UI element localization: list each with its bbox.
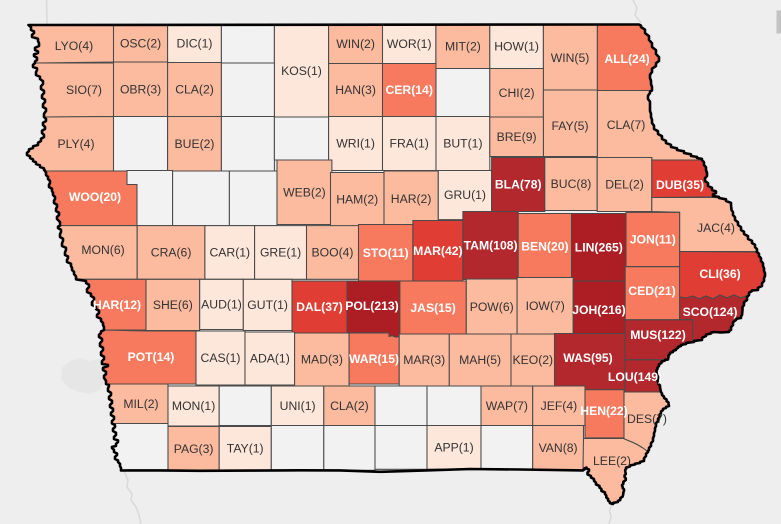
- svg-text:HEN(22): HEN(22): [580, 404, 627, 418]
- svg-text:DIC(1): DIC(1): [177, 37, 213, 51]
- svg-text:JAS(15): JAS(15): [410, 301, 455, 315]
- svg-text:MIL(2): MIL(2): [123, 397, 158, 411]
- svg-text:GRU(1): GRU(1): [444, 188, 486, 202]
- svg-text:DUB(35): DUB(35): [656, 178, 704, 192]
- svg-text:HAR(12): HAR(12): [93, 298, 141, 312]
- svg-text:WIN(2): WIN(2): [336, 37, 375, 51]
- svg-text:WAP(7): WAP(7): [486, 399, 528, 413]
- svg-text:CLA(2): CLA(2): [330, 399, 369, 413]
- svg-text:JOH(216): JOH(216): [572, 303, 626, 317]
- svg-text:BUC(8): BUC(8): [551, 177, 592, 191]
- svg-text:CLA(2): CLA(2): [175, 83, 214, 97]
- svg-text:POW(6): POW(6): [470, 300, 514, 314]
- svg-text:MUS(122): MUS(122): [630, 328, 686, 342]
- svg-text:AUD(1): AUD(1): [201, 298, 242, 312]
- svg-text:CAS(1): CAS(1): [201, 351, 241, 365]
- svg-text:CAR(1): CAR(1): [209, 246, 250, 260]
- svg-text:CED(21): CED(21): [628, 284, 675, 298]
- svg-text:TAY(1): TAY(1): [227, 442, 264, 456]
- svg-text:POL(213): POL(213): [345, 299, 399, 313]
- svg-text:CLI(36): CLI(36): [699, 267, 740, 281]
- svg-text:GRE(1): GRE(1): [260, 246, 301, 260]
- svg-text:HOW(1): HOW(1): [494, 40, 539, 54]
- svg-text:MAD(3): MAD(3): [301, 353, 343, 367]
- svg-text:WRI(1): WRI(1): [336, 137, 375, 151]
- svg-text:JON(11): JON(11): [630, 233, 676, 247]
- svg-text:BUT(1): BUT(1): [443, 137, 482, 151]
- svg-text:POT(14): POT(14): [128, 350, 175, 364]
- svg-text:WAR(15): WAR(15): [349, 352, 399, 366]
- svg-text:SIO(7): SIO(7): [66, 83, 102, 97]
- svg-text:KEO(2): KEO(2): [512, 353, 553, 367]
- svg-text:LYO(4): LYO(4): [55, 39, 93, 53]
- svg-text:OSC(2): OSC(2): [120, 37, 161, 51]
- svg-text:DAL(37): DAL(37): [296, 300, 343, 314]
- svg-text:OBR(3): OBR(3): [120, 83, 161, 97]
- svg-text:FRA(1): FRA(1): [390, 137, 429, 151]
- svg-text:DEL(2): DEL(2): [605, 178, 644, 192]
- svg-text:STO(11): STO(11): [363, 246, 409, 260]
- svg-text:MAR(3): MAR(3): [403, 353, 445, 367]
- svg-text:KOS(1): KOS(1): [281, 64, 322, 78]
- svg-text:TAM(108): TAM(108): [464, 239, 518, 253]
- svg-text:APP(1): APP(1): [434, 441, 473, 455]
- svg-text:SCO(124): SCO(124): [683, 305, 738, 319]
- svg-text:PAG(3): PAG(3): [174, 442, 214, 456]
- svg-text:BRE(9): BRE(9): [497, 130, 537, 144]
- svg-text:CRA(6): CRA(6): [151, 246, 192, 260]
- svg-text:MAR(42): MAR(42): [413, 244, 462, 258]
- svg-text:CLA(7): CLA(7): [607, 118, 646, 132]
- svg-text:LIN(265): LIN(265): [575, 240, 623, 254]
- svg-text:FAY(5): FAY(5): [551, 119, 588, 133]
- svg-text:WIN(5): WIN(5): [551, 51, 590, 65]
- svg-text:JEF(4): JEF(4): [541, 399, 578, 413]
- svg-text:SHE(6): SHE(6): [153, 298, 193, 312]
- svg-text:MON(1): MON(1): [172, 399, 215, 413]
- svg-text:MON(6): MON(6): [81, 243, 124, 257]
- svg-text:ALL(24): ALL(24): [604, 52, 649, 66]
- svg-text:MIT(2): MIT(2): [445, 40, 481, 54]
- svg-text:BLA(78): BLA(78): [495, 178, 542, 192]
- svg-text:HAR(2): HAR(2): [391, 192, 432, 206]
- svg-text:HAN(3): HAN(3): [335, 83, 376, 97]
- svg-text:WEB(2): WEB(2): [283, 185, 326, 199]
- svg-text:CHI(2): CHI(2): [499, 86, 535, 100]
- svg-text:IOW(7): IOW(7): [526, 299, 565, 313]
- svg-text:JAC(4): JAC(4): [697, 221, 735, 235]
- svg-text:VAN(8): VAN(8): [539, 441, 578, 455]
- svg-text:BEN(20): BEN(20): [521, 240, 568, 254]
- svg-text:CER(14): CER(14): [385, 83, 432, 97]
- svg-text:MAH(5): MAH(5): [459, 353, 501, 367]
- svg-text:LEE(2): LEE(2): [593, 454, 631, 468]
- svg-text:BOO(4): BOO(4): [312, 246, 354, 260]
- svg-text:GUT(1): GUT(1): [247, 298, 288, 312]
- svg-text:UNI(1): UNI(1): [280, 399, 316, 413]
- svg-text:WAS(95): WAS(95): [563, 351, 612, 365]
- svg-text:PLY(4): PLY(4): [57, 137, 94, 151]
- svg-text:WOO(20): WOO(20): [69, 190, 121, 204]
- svg-text:BUE(2): BUE(2): [175, 137, 215, 151]
- svg-text:WOR(1): WOR(1): [387, 37, 432, 51]
- svg-text:LOU(149): LOU(149): [608, 370, 662, 384]
- svg-text:HAM(2): HAM(2): [336, 192, 378, 206]
- svg-text:DES(7): DES(7): [627, 412, 667, 426]
- svg-text:ADA(1): ADA(1): [250, 352, 290, 366]
